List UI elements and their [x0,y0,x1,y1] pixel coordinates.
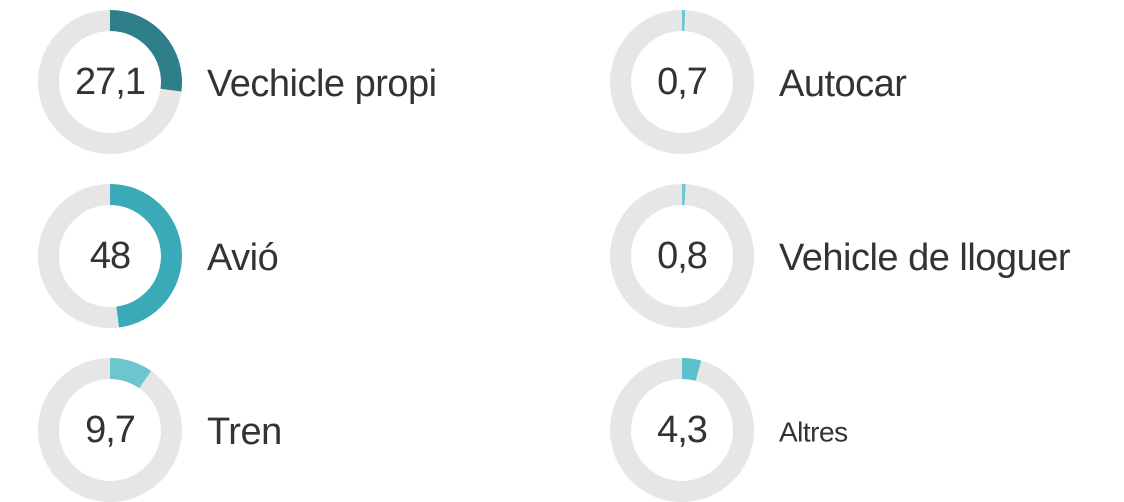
donut-arc [682,358,702,381]
category-label: Autocar [779,63,907,105]
category-label: Vehicle de lloguer [779,237,1071,279]
category-label: Tren [207,411,282,453]
donut-arc [682,10,686,32]
donut-arc [110,10,182,92]
category-label: Avió [207,237,278,279]
value-label: 27,1 [75,61,145,103]
value-label: 9,7 [85,409,135,451]
value-label: 0,8 [657,235,707,277]
value-label: 0,7 [657,61,707,103]
donut-arc [110,183,183,328]
value-label: 4,3 [657,409,707,451]
donut-arc [110,358,152,389]
category-label: Altres [779,416,848,447]
category-label: Vechicle propi [207,63,437,105]
value-label: 48 [90,235,130,277]
donut-arc [682,184,686,206]
